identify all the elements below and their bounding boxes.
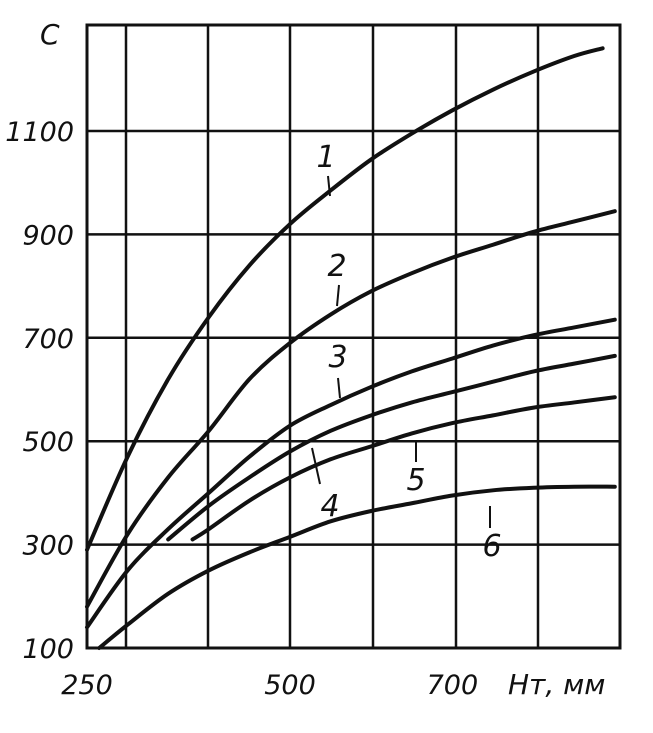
y-tick-label: 700 <box>22 324 74 355</box>
curve-5 <box>190 395 617 542</box>
tick-labels: 100 300 500 700 900 1100 250 500 700 <box>5 117 478 701</box>
curve-label-leader <box>311 447 321 485</box>
curve-1 <box>85 46 605 552</box>
curve-labels: 1 2 3 4 5 6 <box>311 140 502 564</box>
grid-lines <box>85 23 622 650</box>
y-tick-label: 300 <box>22 531 74 562</box>
curve-2 <box>85 209 617 609</box>
curve-4 <box>166 353 617 542</box>
curve-label-5: 5 <box>406 463 425 498</box>
curve-label-4: 4 <box>320 489 339 524</box>
curve-label-6: 6 <box>482 529 501 564</box>
curve-label-2: 2 <box>327 249 346 284</box>
curve-6 <box>97 484 617 650</box>
curve-label-leader <box>336 284 340 307</box>
y-axis-label: C <box>40 18 60 51</box>
x-tick-label: 250 <box>61 670 113 701</box>
y-tick-label: 1100 <box>5 117 74 148</box>
curves <box>85 46 617 650</box>
y-tick-label: 500 <box>22 427 74 458</box>
curve-label-leader <box>337 377 341 399</box>
curve-label-1: 1 <box>316 140 335 175</box>
curve-label-leader <box>327 175 331 197</box>
plot-frame <box>85 23 622 650</box>
curve-3 <box>85 317 617 630</box>
x-tick-label: 700 <box>427 670 479 701</box>
y-tick-label: 100 <box>22 634 74 665</box>
y-tick-label: 900 <box>22 220 74 251</box>
x-axis-label: Hт, мм <box>508 668 605 701</box>
curve-label-3: 3 <box>328 340 347 375</box>
x-tick-label: 500 <box>264 670 316 701</box>
